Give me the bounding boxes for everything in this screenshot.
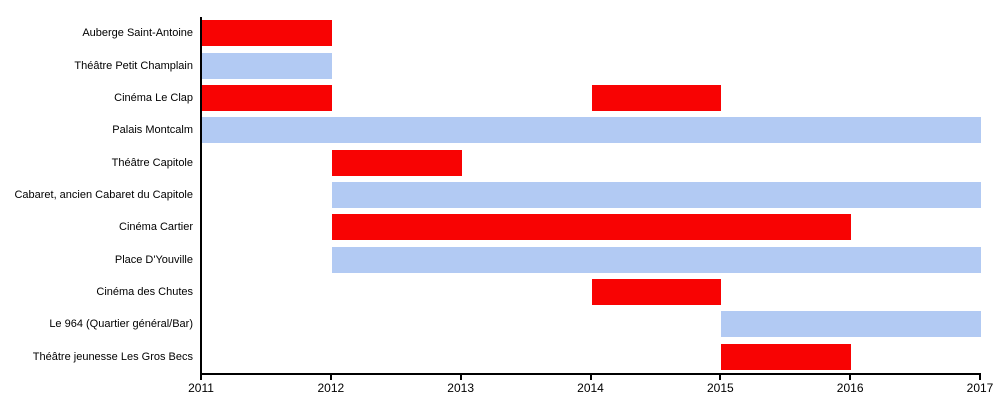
x-tick — [329, 375, 332, 380]
x-tick — [979, 375, 981, 380]
x-tick — [459, 375, 462, 380]
x-tick-label: 2016 — [836, 381, 864, 395]
gantt-bar — [721, 311, 981, 338]
x-tick — [200, 375, 202, 380]
gantt-bar — [331, 214, 852, 241]
row-label: Auberge Saint-Antoine — [82, 27, 193, 40]
row-label: Cabaret, ancien Cabaret du Capitole — [14, 189, 193, 201]
plot-area — [200, 17, 981, 375]
x-tick-label: 2012 — [317, 381, 345, 395]
row-label: Palais Montcalm — [112, 124, 193, 137]
gantt-bar — [591, 84, 722, 111]
row-label: Cinéma des Chutes — [96, 286, 193, 299]
gantt-bar — [202, 52, 332, 79]
row-label: Théâtre jeunesse Les Gros Becs — [32, 350, 193, 363]
row-label: Place D'Youville — [114, 253, 193, 266]
gantt-bar — [721, 343, 852, 370]
x-tick-label: 2017 — [966, 381, 994, 395]
x-tick-label: 2013 — [447, 381, 474, 395]
x-tick-label: 2011 — [188, 381, 214, 395]
x-tick-label: 2015 — [706, 381, 734, 395]
x-tick — [849, 375, 852, 380]
row-label: Théâtre Petit Champlain — [74, 59, 193, 72]
row-label: Cinéma Cartier — [119, 221, 193, 234]
gantt-bar — [202, 20, 332, 47]
gantt-bar — [202, 84, 332, 111]
x-tick — [719, 375, 722, 380]
gantt-bar — [331, 149, 462, 176]
row-label: Le 964 (Quartier général/Bar) — [49, 318, 193, 331]
gantt-bar — [331, 182, 981, 208]
x-tick — [589, 375, 592, 380]
gantt-bar — [202, 117, 981, 144]
gantt-bar — [591, 279, 722, 306]
gantt-bar — [331, 246, 981, 273]
row-label: Cinéma Le Clap — [114, 91, 193, 104]
x-tick-label: 2014 — [577, 381, 604, 395]
row-label: Théâtre Capitole — [111, 156, 193, 169]
